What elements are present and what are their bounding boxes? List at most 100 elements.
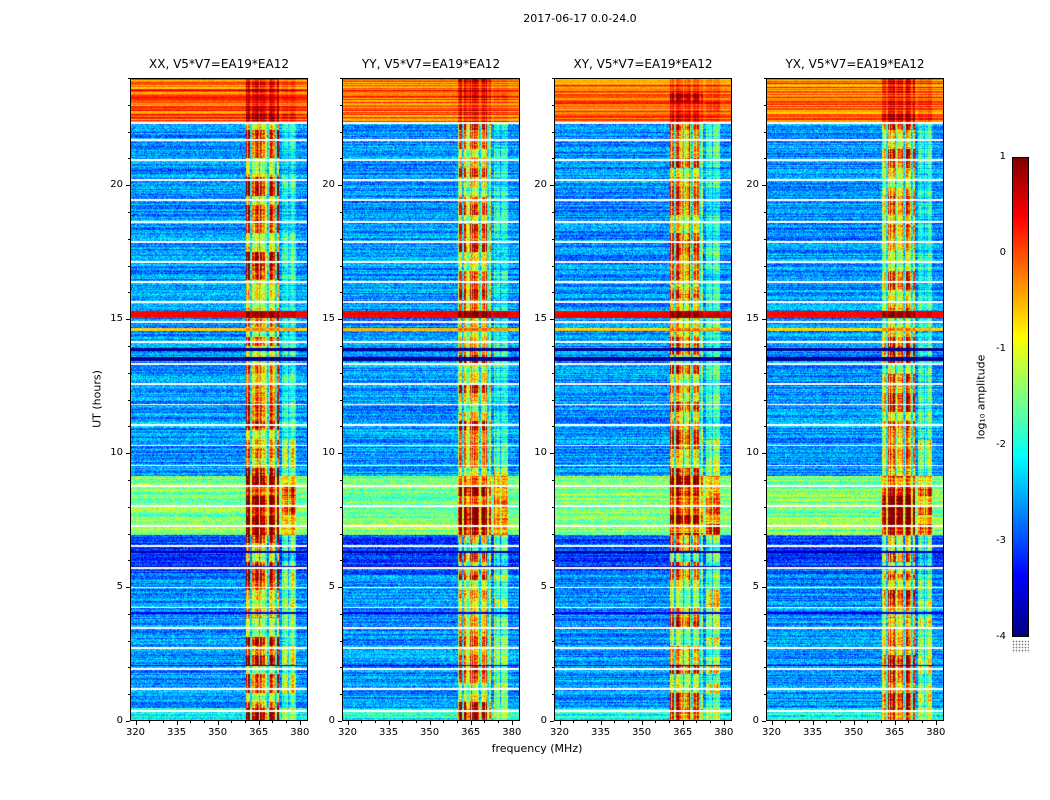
- y-tick-minor: [552, 131, 554, 133]
- y-tick-minor: [128, 104, 130, 106]
- y-tick-major: [550, 587, 554, 588]
- colorbar-tick-label: 1: [999, 151, 1006, 162]
- x-tick-minor: [908, 721, 910, 723]
- y-tick-label: 20: [746, 179, 759, 191]
- y-tick-minor: [764, 667, 766, 669]
- x-tick-major: [600, 721, 602, 725]
- y-tick-minor: [764, 345, 766, 347]
- x-tick-label: 335: [803, 727, 823, 738]
- x-tick-minor: [839, 721, 841, 723]
- x-tick-minor: [361, 721, 363, 723]
- y-tick-minor: [764, 506, 766, 508]
- x-tick-label: 365: [673, 727, 693, 738]
- y-tick-minor: [552, 345, 554, 347]
- x-axis-label: frequency (MHz): [491, 742, 583, 755]
- x-tick-label: 350: [420, 727, 440, 738]
- x-tick-minor: [272, 721, 274, 723]
- y-tick-minor: [128, 506, 130, 508]
- spectrogram-canvas-2: [554, 78, 732, 721]
- panel-3: YX, V5*V7=EA19*EA12 320 335 350 365 380 0 5 10 15…: [746, 57, 945, 738]
- y-tick-minor: [128, 399, 130, 401]
- y-tick-minor: [764, 131, 766, 133]
- y-tick-label: 15: [110, 313, 123, 325]
- panel-0: XX, V5*V7=EA19*EA12 320 335 350 365 380 0 5 10 15…: [110, 57, 309, 738]
- y-tick-minor: [552, 212, 554, 213]
- x-tick-major: [853, 721, 855, 725]
- x-tick-major: [723, 721, 725, 725]
- x-tick-minor: [203, 721, 205, 723]
- y-tick-minor: [128, 694, 130, 696]
- x-tick-major: [429, 721, 431, 725]
- x-tick-major: [217, 721, 219, 725]
- x-tick-minor: [710, 721, 712, 723]
- spectrogram-canvas-0: [130, 78, 308, 721]
- y-tick-label: 0: [116, 715, 123, 726]
- y-tick-minor: [340, 694, 342, 696]
- x-tick-minor: [669, 721, 670, 723]
- y-tick-minor: [764, 640, 766, 642]
- y-tick-label: 5: [540, 581, 547, 592]
- y-tick-minor: [340, 158, 342, 160]
- y-tick-minor: [552, 640, 554, 642]
- y-tick-minor: [552, 533, 554, 535]
- y-tick-minor: [764, 104, 766, 106]
- x-tick-major: [894, 721, 896, 725]
- y-tick-label: 20: [322, 179, 335, 191]
- y-tick-major: [338, 453, 342, 455]
- y-tick-major: [338, 185, 342, 187]
- y-tick-minor: [552, 667, 554, 669]
- y-tick-minor: [128, 158, 130, 160]
- x-tick-minor: [826, 721, 828, 723]
- x-tick-minor: [190, 721, 192, 723]
- y-tick-minor: [340, 372, 342, 374]
- y-tick-major: [126, 319, 130, 321]
- y-tick-major: [762, 185, 766, 187]
- y-tick-minor: [128, 479, 130, 481]
- y-tick-major: [762, 587, 766, 588]
- y-tick-minor: [340, 613, 342, 615]
- y-tick-minor: [128, 613, 130, 615]
- x-tick-minor: [149, 721, 151, 723]
- y-tick-minor: [552, 158, 554, 160]
- x-tick-label: 335: [167, 727, 187, 738]
- x-tick-label: 380: [926, 727, 946, 738]
- y-tick-label: 15: [534, 313, 547, 325]
- colorbar-extension: [1012, 640, 1029, 653]
- y-tick-label: 0: [752, 715, 759, 726]
- y-tick-minor: [552, 426, 554, 428]
- y-tick-major: [762, 453, 766, 455]
- y-tick-label: 5: [116, 581, 123, 592]
- spectrogram-canvas-3: [766, 78, 944, 721]
- x-tick-label: 320: [761, 727, 782, 738]
- y-tick-major: [550, 453, 554, 455]
- y-tick-minor: [552, 238, 554, 240]
- x-tick-minor: [614, 721, 616, 723]
- y-tick-major: [126, 453, 130, 455]
- panel-title: XX, V5*V7=EA19*EA12: [149, 57, 289, 71]
- y-tick-major: [762, 721, 766, 722]
- x-tick-minor: [245, 721, 246, 723]
- y-tick-minor: [128, 238, 130, 240]
- y-tick-major: [338, 587, 342, 588]
- y-tick-major: [338, 721, 342, 722]
- y-tick-minor: [340, 345, 342, 347]
- y-tick-minor: [128, 345, 130, 347]
- y-tick-minor: [552, 399, 554, 401]
- y-tick-minor: [764, 613, 766, 615]
- x-tick-minor: [484, 721, 486, 723]
- colorbar-tick-label: -1: [996, 343, 1006, 354]
- x-tick-minor: [785, 721, 787, 723]
- x-tick-minor: [922, 721, 924, 723]
- y-tick-minor: [552, 479, 554, 481]
- x-tick-label: 320: [549, 727, 570, 738]
- y-tick-label: 10: [322, 447, 335, 459]
- y-tick-major: [550, 721, 554, 722]
- y-tick-minor: [764, 265, 766, 267]
- y-tick-major: [126, 587, 130, 588]
- panel-2: XY, V5*V7=EA19*EA12 320 335 350 365 380 0 5 10 15…: [534, 57, 733, 738]
- panel-title: YX, V5*V7=EA19*EA12: [785, 57, 925, 71]
- y-tick-minor: [340, 78, 342, 79]
- x-tick-major: [299, 721, 301, 725]
- x-tick-minor: [457, 721, 458, 723]
